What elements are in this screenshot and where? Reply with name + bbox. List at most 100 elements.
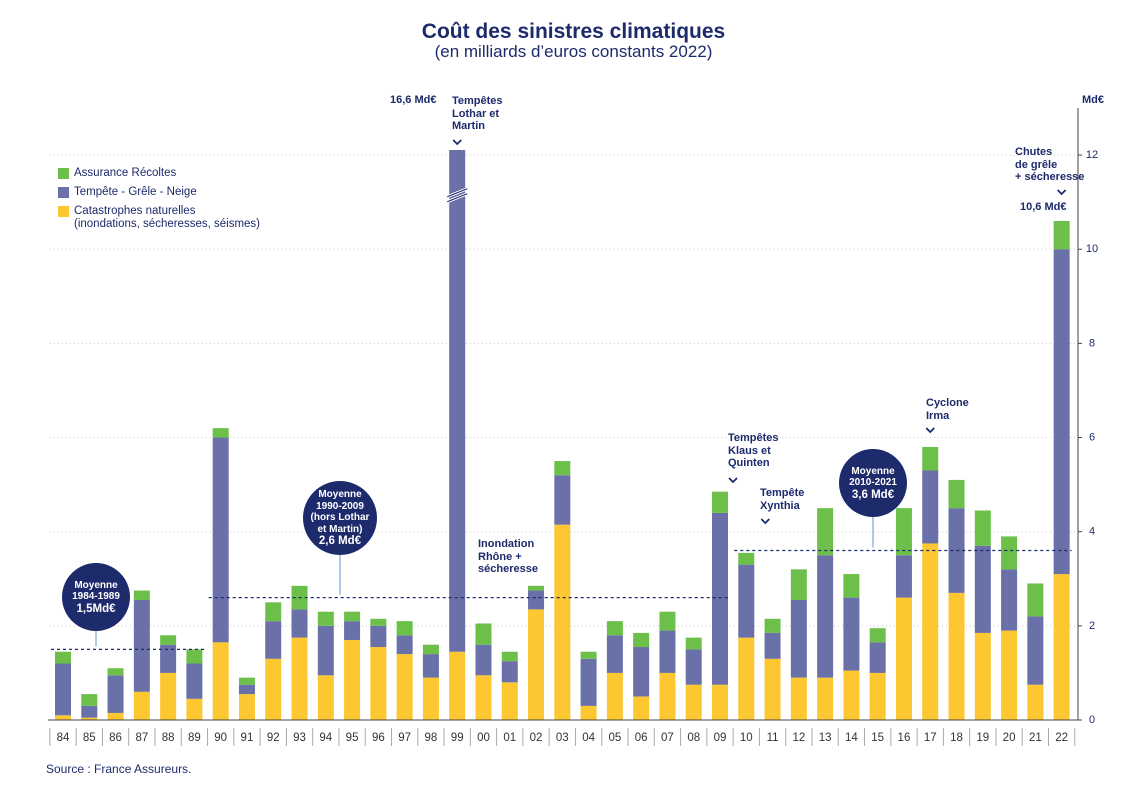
bar-segment bbox=[974, 632, 991, 720]
legend-swatch bbox=[58, 206, 69, 217]
bar-segment bbox=[291, 637, 308, 720]
bar-segment bbox=[396, 635, 413, 655]
bar-segment bbox=[1027, 583, 1044, 617]
x-tick-label: 96 bbox=[372, 732, 385, 744]
bar-segment bbox=[764, 632, 781, 659]
bar-segment bbox=[107, 675, 124, 713]
bar-segment bbox=[160, 672, 177, 720]
bar-segment bbox=[238, 694, 255, 720]
average-bubble bbox=[839, 449, 907, 517]
annotation-arrow bbox=[1057, 189, 1067, 196]
x-tick-label: 01 bbox=[503, 732, 516, 744]
bar-segment bbox=[475, 623, 492, 645]
bar-segment bbox=[712, 491, 728, 513]
x-tick-label: 94 bbox=[319, 732, 332, 744]
average-label: 2,6 Md€ bbox=[318, 535, 362, 548]
x-tick-label: 98 bbox=[425, 732, 438, 744]
axis-break-line bbox=[447, 188, 468, 203]
bar-segment bbox=[449, 150, 466, 652]
bar-segment bbox=[685, 649, 702, 685]
bar-segment bbox=[974, 545, 991, 633]
average-bubble-text: Moyenne 1984-1989 1,5Md€ bbox=[61, 580, 131, 616]
bar-segment bbox=[186, 649, 203, 664]
bar-segment bbox=[685, 637, 702, 650]
bar-segment bbox=[396, 654, 413, 720]
bar-segment bbox=[475, 644, 492, 676]
x-tick-label: 13 bbox=[819, 732, 832, 744]
bar-segment bbox=[265, 658, 282, 720]
bar-segment bbox=[344, 639, 361, 720]
bar-segment bbox=[81, 694, 98, 706]
x-tick-label: 17 bbox=[924, 732, 937, 744]
x-tick-label: 12 bbox=[792, 732, 805, 744]
x-tick-label: 05 bbox=[608, 732, 621, 744]
chart-subtitle: (en milliards d’euros constants 2022) bbox=[434, 42, 713, 61]
bar-segment bbox=[291, 609, 308, 638]
bar-segment bbox=[81, 705, 98, 718]
x-tick-label: 90 bbox=[214, 732, 227, 744]
bar-segment bbox=[265, 602, 282, 622]
y-tick-label: 0 bbox=[1089, 714, 1095, 726]
x-tick-label: 84 bbox=[57, 732, 70, 744]
bar-segment bbox=[580, 658, 597, 706]
bar-segment bbox=[160, 644, 177, 673]
bar-segment bbox=[1001, 630, 1018, 720]
bar-segment bbox=[1027, 684, 1044, 720]
bar-segment bbox=[948, 592, 965, 720]
annotation: Tempête Xynthia bbox=[760, 487, 805, 512]
bar-segment bbox=[843, 574, 860, 598]
bar-segment bbox=[160, 635, 177, 645]
bar-segment bbox=[501, 651, 518, 662]
chart-title: Coût des sinistres climatiques bbox=[421, 20, 726, 43]
bar-segment bbox=[55, 651, 71, 664]
legend-label: Catastrophes naturelles (inondations, sé… bbox=[74, 205, 260, 231]
bar-segment bbox=[895, 508, 912, 556]
bar-segment bbox=[449, 651, 466, 720]
x-tick-label: 86 bbox=[109, 732, 122, 744]
x-tick-label: 06 bbox=[635, 732, 648, 744]
bar-segment bbox=[922, 543, 939, 720]
annotation: Tempêtes Klaus et Quinten bbox=[728, 432, 779, 470]
annotation-arrow bbox=[760, 518, 770, 525]
bar-segment bbox=[528, 609, 545, 720]
bar-segment bbox=[1001, 536, 1018, 570]
y-axis-label: Md€ bbox=[1082, 94, 1104, 106]
bar-segment bbox=[764, 618, 781, 633]
x-tick-label: 95 bbox=[346, 732, 359, 744]
x-tick-label: 11 bbox=[767, 732, 779, 744]
bar-segment bbox=[212, 642, 229, 720]
x-tick-label: 02 bbox=[530, 732, 543, 744]
x-tick-label: 93 bbox=[293, 732, 306, 744]
bar-segment bbox=[738, 564, 755, 638]
x-tick-label: 14 bbox=[845, 732, 858, 744]
x-tick-label: 18 bbox=[950, 732, 963, 744]
x-tick-label: 22 bbox=[1055, 732, 1068, 744]
bar-segment bbox=[55, 715, 71, 720]
bar-segment bbox=[554, 524, 571, 720]
bar-segment bbox=[606, 672, 623, 720]
bar-segment bbox=[554, 461, 571, 476]
average-label: 1,5Md€ bbox=[76, 602, 116, 615]
bar-segment bbox=[659, 611, 676, 631]
bar-segment bbox=[738, 637, 755, 720]
bar-segment bbox=[370, 625, 387, 648]
y-tick-label: 10 bbox=[1086, 243, 1098, 255]
bar-segment bbox=[133, 599, 150, 692]
bar-segment bbox=[475, 675, 492, 720]
x-tick-label: 00 bbox=[477, 732, 490, 744]
x-tick-label: 19 bbox=[976, 732, 989, 744]
average-label: 3,6 Md€ bbox=[851, 488, 895, 501]
bar-segment bbox=[238, 677, 255, 685]
bar-segment bbox=[422, 644, 439, 655]
bar-segment bbox=[501, 682, 518, 720]
average-bubble bbox=[62, 563, 130, 631]
bar-segment bbox=[843, 597, 860, 671]
bar-segment bbox=[81, 717, 98, 720]
x-tick-label: 88 bbox=[162, 732, 175, 744]
bar-segment bbox=[738, 552, 755, 565]
bar-segment bbox=[1053, 249, 1070, 575]
bar-segment bbox=[712, 512, 728, 685]
legend-swatch bbox=[58, 168, 69, 179]
bar-segment bbox=[974, 510, 991, 546]
total-label: 16,6 Md€ bbox=[390, 94, 437, 106]
